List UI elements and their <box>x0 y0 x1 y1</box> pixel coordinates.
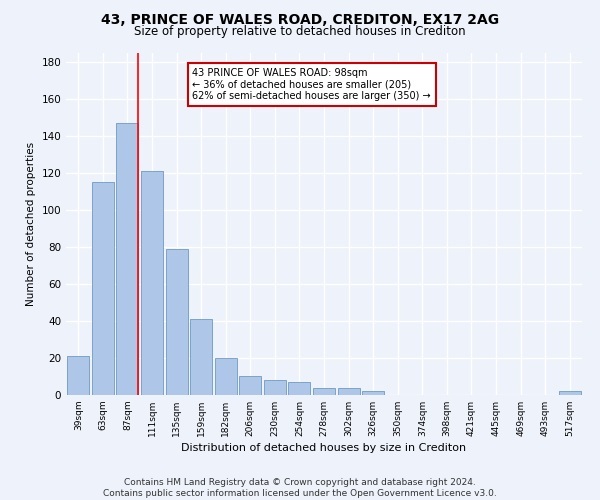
Bar <box>239 376 262 395</box>
Text: 43, PRINCE OF WALES ROAD, CREDITON, EX17 2AG: 43, PRINCE OF WALES ROAD, CREDITON, EX17… <box>101 12 499 26</box>
Bar <box>215 358 237 395</box>
Bar <box>92 182 114 395</box>
Text: 43 PRINCE OF WALES ROAD: 98sqm
← 36% of detached houses are smaller (205)
62% of: 43 PRINCE OF WALES ROAD: 98sqm ← 36% of … <box>193 68 431 101</box>
Text: Size of property relative to detached houses in Crediton: Size of property relative to detached ho… <box>134 25 466 38</box>
Y-axis label: Number of detached properties: Number of detached properties <box>26 142 36 306</box>
Bar <box>289 382 310 395</box>
Bar <box>67 356 89 395</box>
Bar <box>190 319 212 395</box>
Bar <box>116 123 139 395</box>
Bar <box>141 171 163 395</box>
Bar <box>313 388 335 395</box>
Bar <box>264 380 286 395</box>
Text: Contains HM Land Registry data © Crown copyright and database right 2024.
Contai: Contains HM Land Registry data © Crown c… <box>103 478 497 498</box>
Bar <box>166 248 188 395</box>
Bar <box>338 388 359 395</box>
X-axis label: Distribution of detached houses by size in Crediton: Distribution of detached houses by size … <box>181 443 467 453</box>
Bar <box>559 392 581 395</box>
Bar <box>362 392 384 395</box>
